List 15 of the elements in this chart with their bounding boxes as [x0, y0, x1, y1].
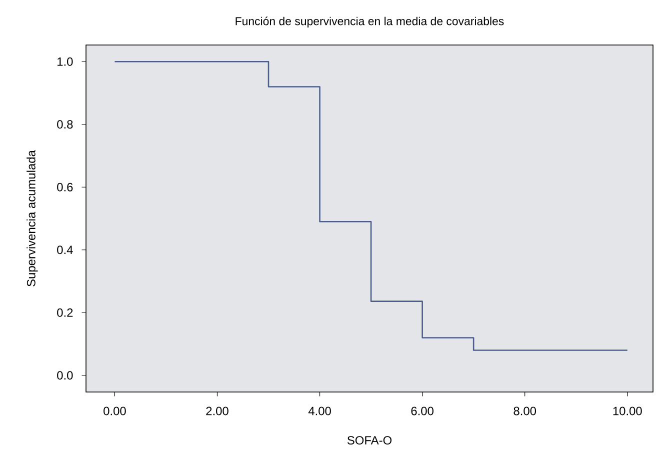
y-tick-label: 1.0 [58, 57, 73, 66]
y-tick-label: 0.2 [57, 308, 73, 317]
x-tick-label: 8.00 [514, 406, 536, 416]
y-tick-label: 0.8 [57, 120, 73, 129]
y-tick-label: 0.4 [57, 246, 73, 254]
x-tick-label: 6.00 [411, 406, 434, 416]
y-tick-label: 0.0 [57, 371, 73, 380]
x-axis-title: SOFA-O [347, 436, 392, 445]
y-tick-label: 0.6 [57, 182, 73, 192]
x-tick-label: 10.00 [613, 406, 642, 416]
x-tick-label: 0.00 [104, 406, 126, 416]
x-tick-label: 2.00 [206, 406, 228, 416]
x-tick-label: 4.00 [308, 406, 331, 416]
y-axis-title: Supervivencia acumulada [26, 150, 38, 286]
chart-title: Función de supervivencia en la media de covariables [236, 16, 504, 28]
